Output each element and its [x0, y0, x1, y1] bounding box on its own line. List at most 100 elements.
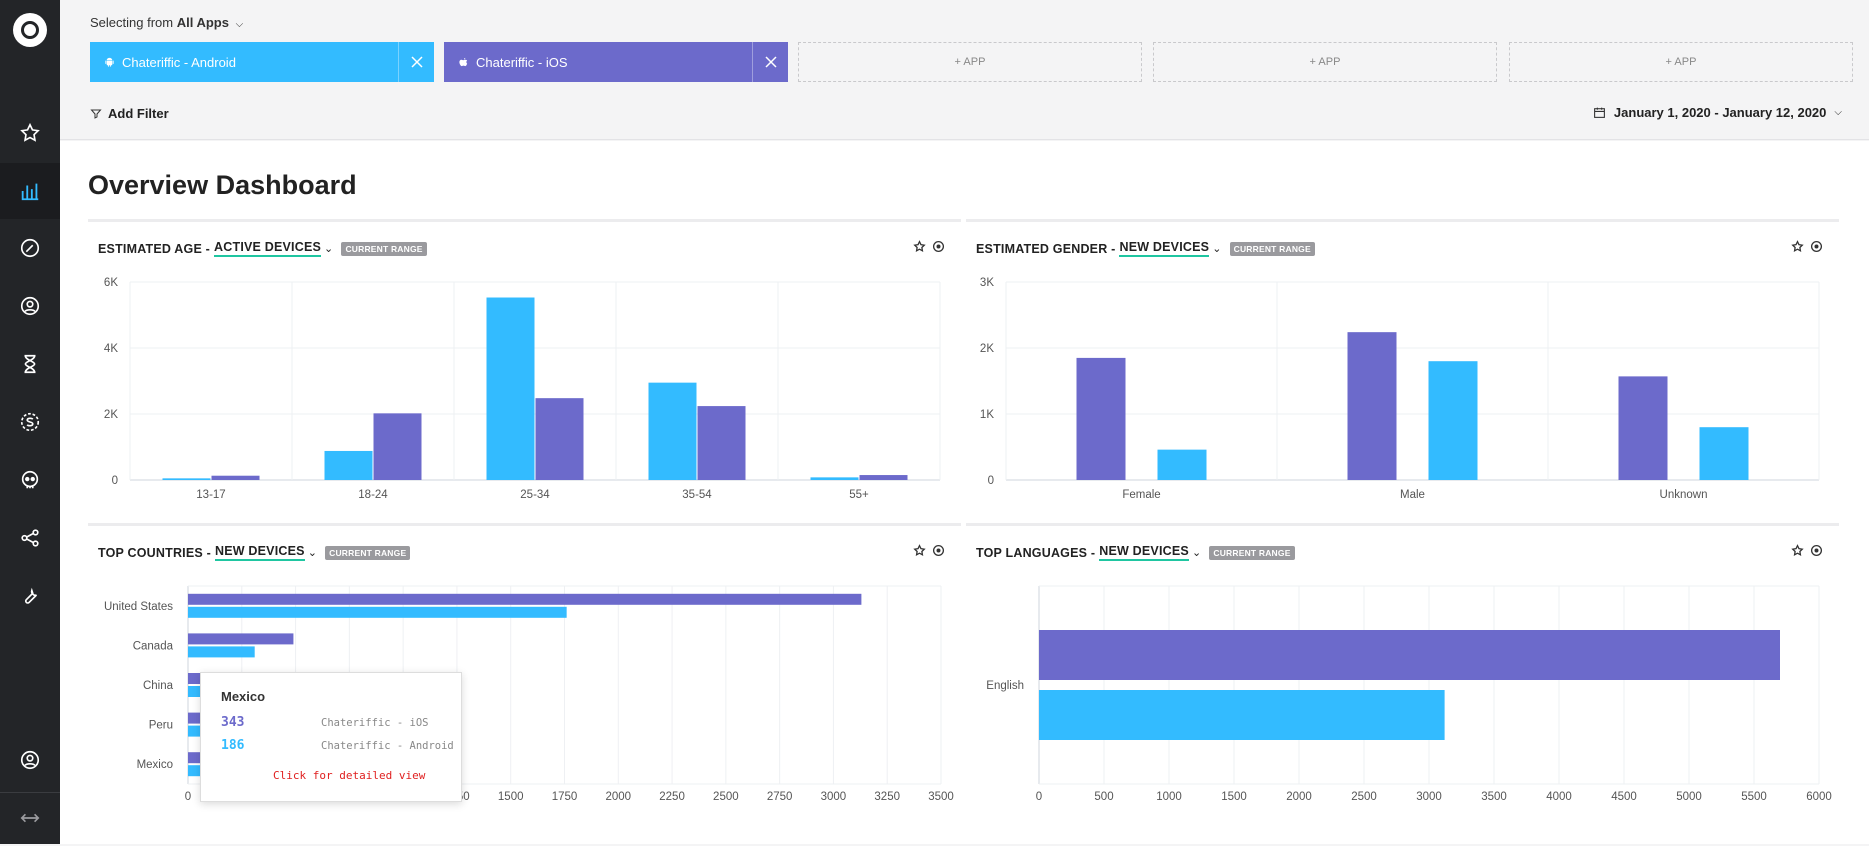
bar: [535, 398, 584, 480]
app-selector[interactable]: Selecting from All Apps ⌵: [90, 15, 243, 30]
chart-icon[interactable]: [0, 163, 60, 219]
target-icon[interactable]: [932, 240, 945, 253]
sidebar: [0, 0, 60, 844]
hourglass-icon[interactable]: [0, 336, 60, 392]
y-tick-label: Peru: [149, 720, 173, 732]
bar: [188, 633, 294, 645]
remove-app-button[interactable]: [398, 42, 434, 82]
x-tick-label: 55+: [849, 489, 869, 501]
x-tick-label: 13-17: [196, 489, 225, 501]
panel-header: ESTIMATED GENDER - NEW DEVICES ⌄ CURRENT…: [976, 240, 1315, 257]
date-range-picker[interactable]: January 1, 2020 - January 12, 2020 ⌵: [1593, 105, 1842, 120]
logo-icon[interactable]: [13, 13, 47, 47]
x-tick-label: Unknown: [1660, 489, 1708, 501]
speed-icon[interactable]: [0, 220, 60, 276]
tooltip-series: Chateriffic - iOS: [321, 716, 429, 729]
panel-title: ESTIMATED AGE -: [98, 241, 211, 256]
y-tick-label: 2K: [980, 343, 994, 355]
star-icon[interactable]: [913, 240, 926, 253]
add-app-slot[interactable]: + APP: [798, 42, 1142, 82]
panel-actions: [1791, 240, 1823, 253]
metric-dropdown[interactable]: ACTIVE DEVICES: [214, 240, 322, 257]
metric-dropdown[interactable]: NEW DEVICES: [1099, 544, 1189, 561]
add-app-slot[interactable]: + APP: [1509, 42, 1853, 82]
metric-dropdown[interactable]: NEW DEVICES: [214, 544, 305, 561]
sidebar-divider: [0, 792, 60, 793]
range-badge: CURRENT RANGE: [1209, 545, 1295, 560]
share-icon[interactable]: [0, 510, 60, 566]
user-group-icon[interactable]: [0, 278, 60, 334]
sdk-icon[interactable]: [0, 394, 60, 450]
panel-header: TOP COUNTRIES - NEW DEVICES ⌄ CURRENT RA…: [98, 544, 411, 561]
expand-icon[interactable]: [0, 790, 60, 846]
x-tick-label: 2250: [659, 791, 685, 803]
age-chart: 0 2K 4K 6K 13-17 18-24 25-34 35-54 55+: [104, 277, 941, 501]
add-app-slot[interactable]: + APP: [1153, 42, 1497, 82]
target-icon[interactable]: [932, 544, 945, 557]
x-tick-label: 0: [1036, 791, 1042, 803]
bar: [1347, 332, 1397, 480]
tooltip-series: Chateriffic - Android: [321, 739, 454, 752]
target-icon[interactable]: [1810, 544, 1823, 557]
bar: [1618, 376, 1668, 480]
page-title: Overview Dashboard: [88, 170, 357, 200]
close-icon: [764, 56, 777, 68]
x-tick-label: 1500: [498, 791, 524, 803]
star-icon[interactable]: [1791, 544, 1804, 557]
x-tick-label: 1750: [552, 791, 578, 803]
y-tick-label: China: [143, 680, 174, 692]
x-tick-label: Male: [1400, 489, 1425, 501]
calendar-icon: [1594, 107, 1605, 118]
apple-icon: [459, 57, 468, 67]
bar: [162, 478, 211, 480]
x-tick-label: 3000: [821, 791, 847, 803]
x-tick-label: 3000: [1416, 791, 1442, 803]
app-chip-label: Chateriffic - iOS: [476, 54, 568, 70]
star-icon[interactable]: [1791, 240, 1804, 253]
bar: [188, 593, 862, 605]
panel-title: TOP LANGUAGES -: [976, 545, 1096, 560]
x-tick-label: 2000: [605, 791, 631, 803]
y-tick-label: 2K: [104, 409, 118, 421]
y-tick-label: English: [986, 680, 1024, 692]
x-tick-label: 0: [185, 791, 191, 803]
tooltip-value: 343: [221, 715, 245, 730]
x-tick-label: 5500: [1741, 791, 1767, 803]
chevron-down-icon: ⌄: [1212, 243, 1222, 255]
x-tick-label: 4000: [1546, 791, 1572, 803]
account-icon[interactable]: [0, 732, 60, 788]
y-tick-label: Mexico: [137, 759, 173, 771]
x-tick-label: 3250: [874, 791, 900, 803]
x-tick-label: 25-34: [520, 489, 550, 501]
bar: [373, 413, 422, 480]
panel-header: TOP LANGUAGES - NEW DEVICES ⌄ CURRENT RA…: [976, 544, 1295, 561]
panel-actions: [1791, 544, 1823, 557]
app-chip-label: Chateriffic - Android: [122, 54, 236, 70]
metric-dropdown[interactable]: NEW DEVICES: [1119, 240, 1210, 257]
y-tick-label: 1K: [980, 409, 994, 421]
close-icon: [410, 56, 423, 68]
bar: [648, 382, 697, 480]
bar: [1039, 630, 1780, 680]
target-icon[interactable]: [1810, 240, 1823, 253]
remove-app-button[interactable]: [752, 42, 788, 82]
detailed-view-link[interactable]: Click for detailed view: [273, 769, 426, 782]
chevron-down-icon: ⌄: [307, 547, 318, 559]
add-filter-button[interactable]: Add Filter: [90, 106, 169, 121]
wrench-icon[interactable]: [0, 568, 60, 624]
app-chip-ios[interactable]: Chateriffic - iOS: [444, 42, 788, 82]
app-chip-android[interactable]: Chateriffic - Android: [90, 42, 434, 82]
star-icon[interactable]: [913, 544, 926, 557]
x-tick-label: 2750: [767, 791, 793, 803]
bar: [324, 450, 373, 480]
skull-icon[interactable]: [0, 452, 60, 508]
bar: [859, 475, 908, 480]
x-tick-label: 2000: [1286, 791, 1312, 803]
x-tick-label: Female: [1122, 489, 1160, 501]
x-tick-label: 2500: [713, 791, 739, 803]
x-tick-label: 4500: [1611, 791, 1637, 803]
x-tick-label: 500: [1094, 791, 1113, 803]
y-tick-label: 0: [112, 475, 118, 487]
star-icon[interactable]: [0, 105, 60, 161]
y-tick-label: 0: [988, 475, 994, 487]
